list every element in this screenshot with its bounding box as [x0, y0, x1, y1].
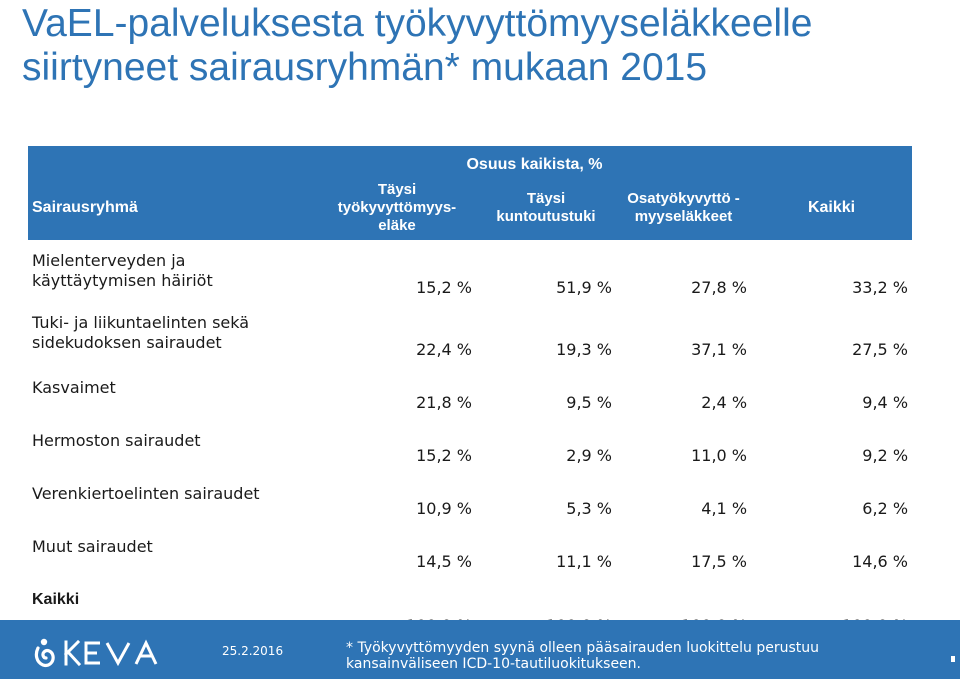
cell-value: 37,1 %	[616, 302, 752, 364]
cell-value: 9,2 %	[751, 417, 913, 470]
header-sairausryhma: Sairausryhmä	[28, 176, 318, 240]
table-row: Kasvaimet 21,8 % 9,5 % 2,4 % 9,4 %	[28, 364, 913, 417]
row-label: Kasvaimet	[28, 364, 318, 417]
cell-value: 4,1 %	[616, 470, 752, 523]
header-taysi-tyokyvyttomyyselake: Täysi työkyvyttömyys-eläke	[318, 176, 476, 240]
header-blank-cell	[751, 146, 913, 176]
table-row: Muut sairaudet 14,5 % 11,1 % 17,5 % 14,6…	[28, 523, 913, 576]
cell-value: 51,9 %	[476, 240, 616, 302]
cell-value: 6,2 %	[751, 470, 913, 523]
cell-value: 11,0 %	[616, 417, 752, 470]
cell-value: 15,2 %	[318, 240, 476, 302]
cell-value: 10,9 %	[318, 470, 476, 523]
cell-value: 5,3 %	[476, 470, 616, 523]
page-title: VaEL-palveluksesta työkyvyttömyyseläkkee…	[22, 2, 813, 89]
data-table: Osuus kaikista, % Sairausryhmä Täysi työ…	[28, 146, 913, 640]
table-row: Tuki- ja liikuntaelinten sekä sidekudoks…	[28, 302, 913, 364]
cell-value: 14,5 %	[318, 523, 476, 576]
header-group-label: Osuus kaikista, %	[318, 146, 752, 176]
row-label: Muut sairaudet	[28, 523, 318, 576]
header-osatyokyvyttomyyselakkeet: Osatyökyvyttö -myyseläkkeet	[616, 176, 752, 240]
keva-logo-icon	[34, 638, 158, 668]
cell-value: 27,5 %	[751, 302, 913, 364]
header-taysi-kuntoutustuki: Täysi kuntoutustuki	[476, 176, 616, 240]
cell-value: 11,1 %	[476, 523, 616, 576]
page-marker	[951, 656, 955, 662]
header-blank-cell	[28, 146, 318, 176]
header-kaikki: Kaikki	[751, 176, 913, 240]
row-label: Mielenterveyden ja käyttäytymisen häiriö…	[28, 240, 318, 302]
footer-date: 25.2.2016	[222, 644, 284, 658]
footnote-line: kansainväliseen ICD-10-tautiluokitukseen…	[346, 656, 641, 672]
cell-value: 27,8 %	[616, 240, 752, 302]
cell-value: 19,3 %	[476, 302, 616, 364]
data-table-container: Osuus kaikista, % Sairausryhmä Täysi työ…	[28, 146, 913, 640]
footnote-line: * Työkyvyttömyyden syynä olleen pääsaira…	[346, 640, 819, 656]
row-label: Verenkiertoelinten sairaudet	[28, 470, 318, 523]
row-label: Tuki- ja liikuntaelinten sekä sidekudoks…	[28, 302, 318, 364]
cell-value: 33,2 %	[751, 240, 913, 302]
cell-value: 17,5 %	[616, 523, 752, 576]
table-row: Mielenterveyden ja käyttäytymisen häiriö…	[28, 240, 913, 302]
cell-value: 2,9 %	[476, 417, 616, 470]
footer-footnote: * Työkyvyttömyyden syynä olleen pääsaira…	[346, 640, 946, 672]
table-row: Verenkiertoelinten sairaudet 10,9 % 5,3 …	[28, 470, 913, 523]
row-label: Hermoston sairaudet	[28, 417, 318, 470]
cell-value: 21,8 %	[318, 364, 476, 417]
table-header-row: Sairausryhmä Täysi työkyvyttömyys-eläke …	[28, 176, 913, 240]
cell-value: 2,4 %	[616, 364, 752, 417]
footer-bar: 25.2.2016 * Työkyvyttömyyden syynä ollee…	[0, 620, 960, 679]
cell-value: 22,4 %	[318, 302, 476, 364]
cell-value: 15,2 %	[318, 417, 476, 470]
cell-value: 14,6 %	[751, 523, 913, 576]
table-row: Hermoston sairaudet 15,2 % 2,9 % 11,0 % …	[28, 417, 913, 470]
table-supergroup-row: Osuus kaikista, %	[28, 146, 913, 176]
cell-value: 9,4 %	[751, 364, 913, 417]
cell-value: 9,5 %	[476, 364, 616, 417]
